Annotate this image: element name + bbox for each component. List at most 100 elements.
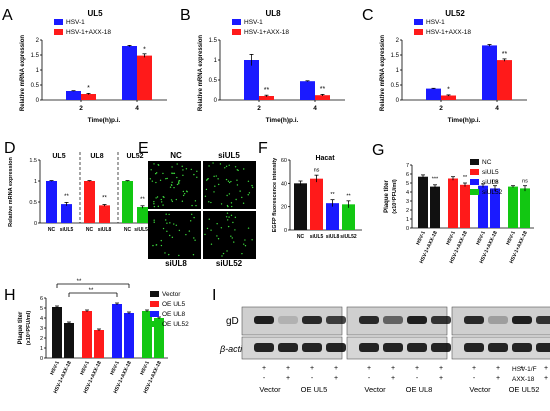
- significance-label: **: [64, 194, 69, 200]
- legend-label: HSV-1+AXX-18: [426, 29, 471, 36]
- legend-swatch: [150, 291, 159, 297]
- legend-label: Vector: [162, 291, 181, 298]
- panel-label-B: B: [180, 7, 191, 24]
- fluorescence-dot: [247, 194, 249, 196]
- y-axis-tick-label: 0: [396, 98, 400, 104]
- actin-band: [464, 343, 484, 352]
- actin-band: [326, 343, 346, 352]
- fluorescence-dot: [208, 201, 210, 203]
- fluorescence-dot: [183, 192, 186, 195]
- x-axis-label: Time(h)p.i.: [448, 117, 481, 124]
- fluorescence-dot: [243, 243, 245, 245]
- fluorescence-dot: [176, 163, 178, 165]
- gd-band: [278, 316, 298, 324]
- fluorescence-dot: [170, 199, 173, 201]
- fluorescence-dot: [155, 244, 158, 246]
- panel-label-F: F: [258, 140, 268, 157]
- fluorescence-dot: [206, 178, 209, 180]
- bar: [81, 94, 96, 100]
- fluorescence-dot: [165, 213, 167, 215]
- y-axis-tick-label: 1.5: [209, 38, 218, 44]
- gd-band: [431, 316, 451, 324]
- fluorescence-dot: [195, 204, 197, 207]
- fluorescence-dot: [157, 163, 159, 166]
- fluorescence-dot: [215, 175, 217, 177]
- bar: [244, 60, 259, 100]
- sign-axx: -: [473, 375, 476, 382]
- fluorescence-dot: [251, 186, 254, 189]
- sign-axx: +: [391, 375, 395, 382]
- fluorescence-dot: [171, 181, 173, 184]
- fluorescence-dot: [225, 178, 228, 181]
- group-label: OE UL5: [301, 385, 328, 394]
- fluorescence-image: [148, 161, 201, 209]
- fluorescence-dot: [185, 168, 188, 170]
- fluorescence-dot: [190, 168, 193, 171]
- fluorescence-dot: [217, 183, 220, 186]
- y-axis-tick-label: 1: [40, 346, 43, 352]
- fluorescence-dot: [160, 198, 162, 201]
- legend-swatch: [54, 29, 63, 35]
- fluorescence-dot: [236, 179, 238, 181]
- significance-label: *: [447, 87, 450, 94]
- fluorescence-dot: [247, 227, 250, 229]
- bar: [99, 205, 110, 223]
- actin-band: [278, 343, 298, 352]
- group-label: Vector: [259, 385, 281, 394]
- sign-axx: +: [334, 375, 338, 382]
- y-axis-tick-label: 3: [40, 326, 43, 332]
- bar: [137, 55, 152, 100]
- fluorescence-dot: [191, 213, 193, 215]
- fluorescence-dot: [232, 221, 234, 224]
- gd-band: [326, 316, 346, 324]
- significance-label: ns: [314, 168, 320, 174]
- legend-swatch: [150, 311, 159, 317]
- fluorescence-dot: [155, 197, 157, 199]
- sign-hsv: +: [310, 365, 314, 372]
- y-axis-label: Relative mRNA expression: [20, 35, 26, 111]
- x-tick-label: siUL8: [326, 234, 340, 240]
- panel-label-E: E: [138, 140, 149, 157]
- sign-axx: +: [286, 375, 290, 382]
- y-axis-tick-label: 1.5: [391, 53, 400, 59]
- fluorescence-dot: [171, 236, 174, 239]
- fluorescence-dot: [228, 216, 230, 218]
- x-tick-label: 2: [257, 105, 261, 112]
- fluorescence-dot: [236, 184, 239, 186]
- y-axis-tick-label: 0: [284, 228, 287, 234]
- row-label-beta-actin: β-actin: [219, 344, 247, 354]
- row-label-axx: AXX-18: [512, 376, 535, 383]
- fluorescence-dot: [173, 172, 176, 175]
- fluorescence-dot: [224, 167, 226, 169]
- x-tick-label: siUL8: [98, 227, 112, 233]
- bar: [66, 91, 81, 100]
- bar: [46, 181, 57, 223]
- legend-swatch: [470, 169, 479, 175]
- panel-label-G: G: [372, 142, 384, 159]
- bar: [300, 81, 315, 100]
- legend-label: HSV-1: [244, 19, 263, 26]
- x-tick-label: HSV-1: [49, 360, 61, 376]
- bar: [142, 311, 152, 358]
- fluorescence-dot: [160, 201, 163, 203]
- gd-band: [359, 316, 379, 324]
- fluorescence-dot: [241, 252, 243, 255]
- y-axis-label: Relative mRNA expression: [198, 35, 204, 111]
- significance-label: ***: [432, 177, 439, 183]
- sign-axx: +: [544, 375, 548, 382]
- y-axis-tick-label: 60: [281, 158, 287, 164]
- fluorescence-dot: [182, 190, 185, 193]
- fluorescence-dot: [210, 229, 212, 231]
- group-title: UL8: [90, 153, 103, 160]
- fluorescence-dot: [227, 205, 229, 208]
- bar: [82, 311, 92, 358]
- x-tick-label: 4: [135, 105, 139, 112]
- x-tick-label: NC: [124, 227, 132, 233]
- legend-swatch: [414, 29, 423, 35]
- sign-hsv: +: [544, 365, 548, 372]
- sign-hsv: +: [286, 365, 290, 372]
- fluorescence-dot: [196, 176, 198, 178]
- y-axis-tick-label: 4: [40, 316, 43, 322]
- bar: [122, 181, 133, 223]
- y-axis-label-unit: (x10⁵PFU/ml): [26, 311, 32, 346]
